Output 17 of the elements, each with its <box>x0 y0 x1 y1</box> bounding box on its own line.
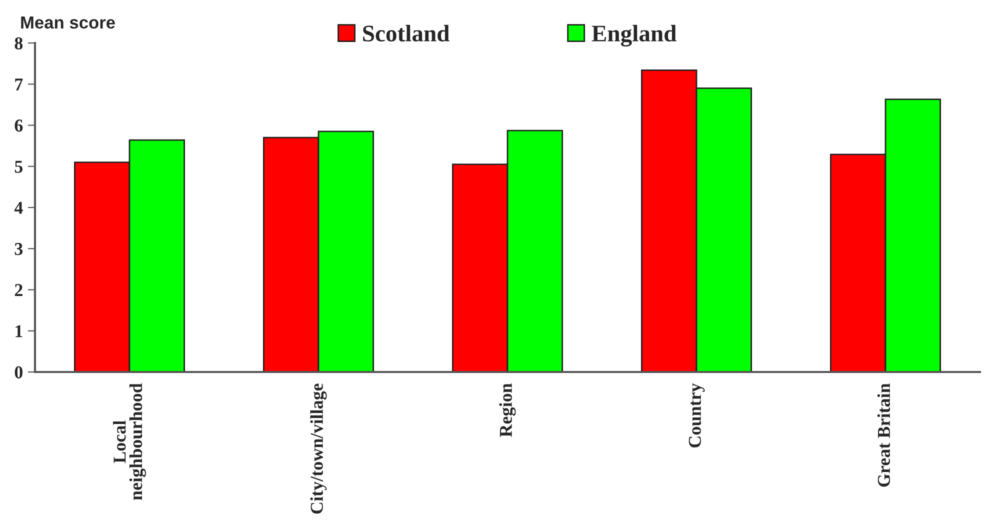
x-tick-label: Great Britain <box>877 383 890 487</box>
x-tick-label: Local neighbourhood <box>113 383 146 500</box>
y-tick-label: 5 <box>14 160 23 173</box>
y-tick-label: 0 <box>14 366 23 378</box>
x-tick-label: City/town/village <box>310 384 327 514</box>
y-tick-label: 7 <box>15 78 23 90</box>
y-tick-label: 1 <box>16 325 22 338</box>
y-tick-label: 3 <box>14 242 23 256</box>
y-tick-label: 2 <box>14 284 22 296</box>
y-axis-title: Mean score <box>21 16 115 29</box>
x-tick-label: Country <box>688 383 705 448</box>
y-tick-label: 4 <box>14 202 23 214</box>
y-tick-label: 6 <box>14 120 23 132</box>
x-tick-label: Region <box>499 383 516 437</box>
legend-label: England <box>592 24 676 47</box>
y-tick-label: 8 <box>14 37 23 50</box>
legend-label: Scotland <box>363 24 450 42</box>
